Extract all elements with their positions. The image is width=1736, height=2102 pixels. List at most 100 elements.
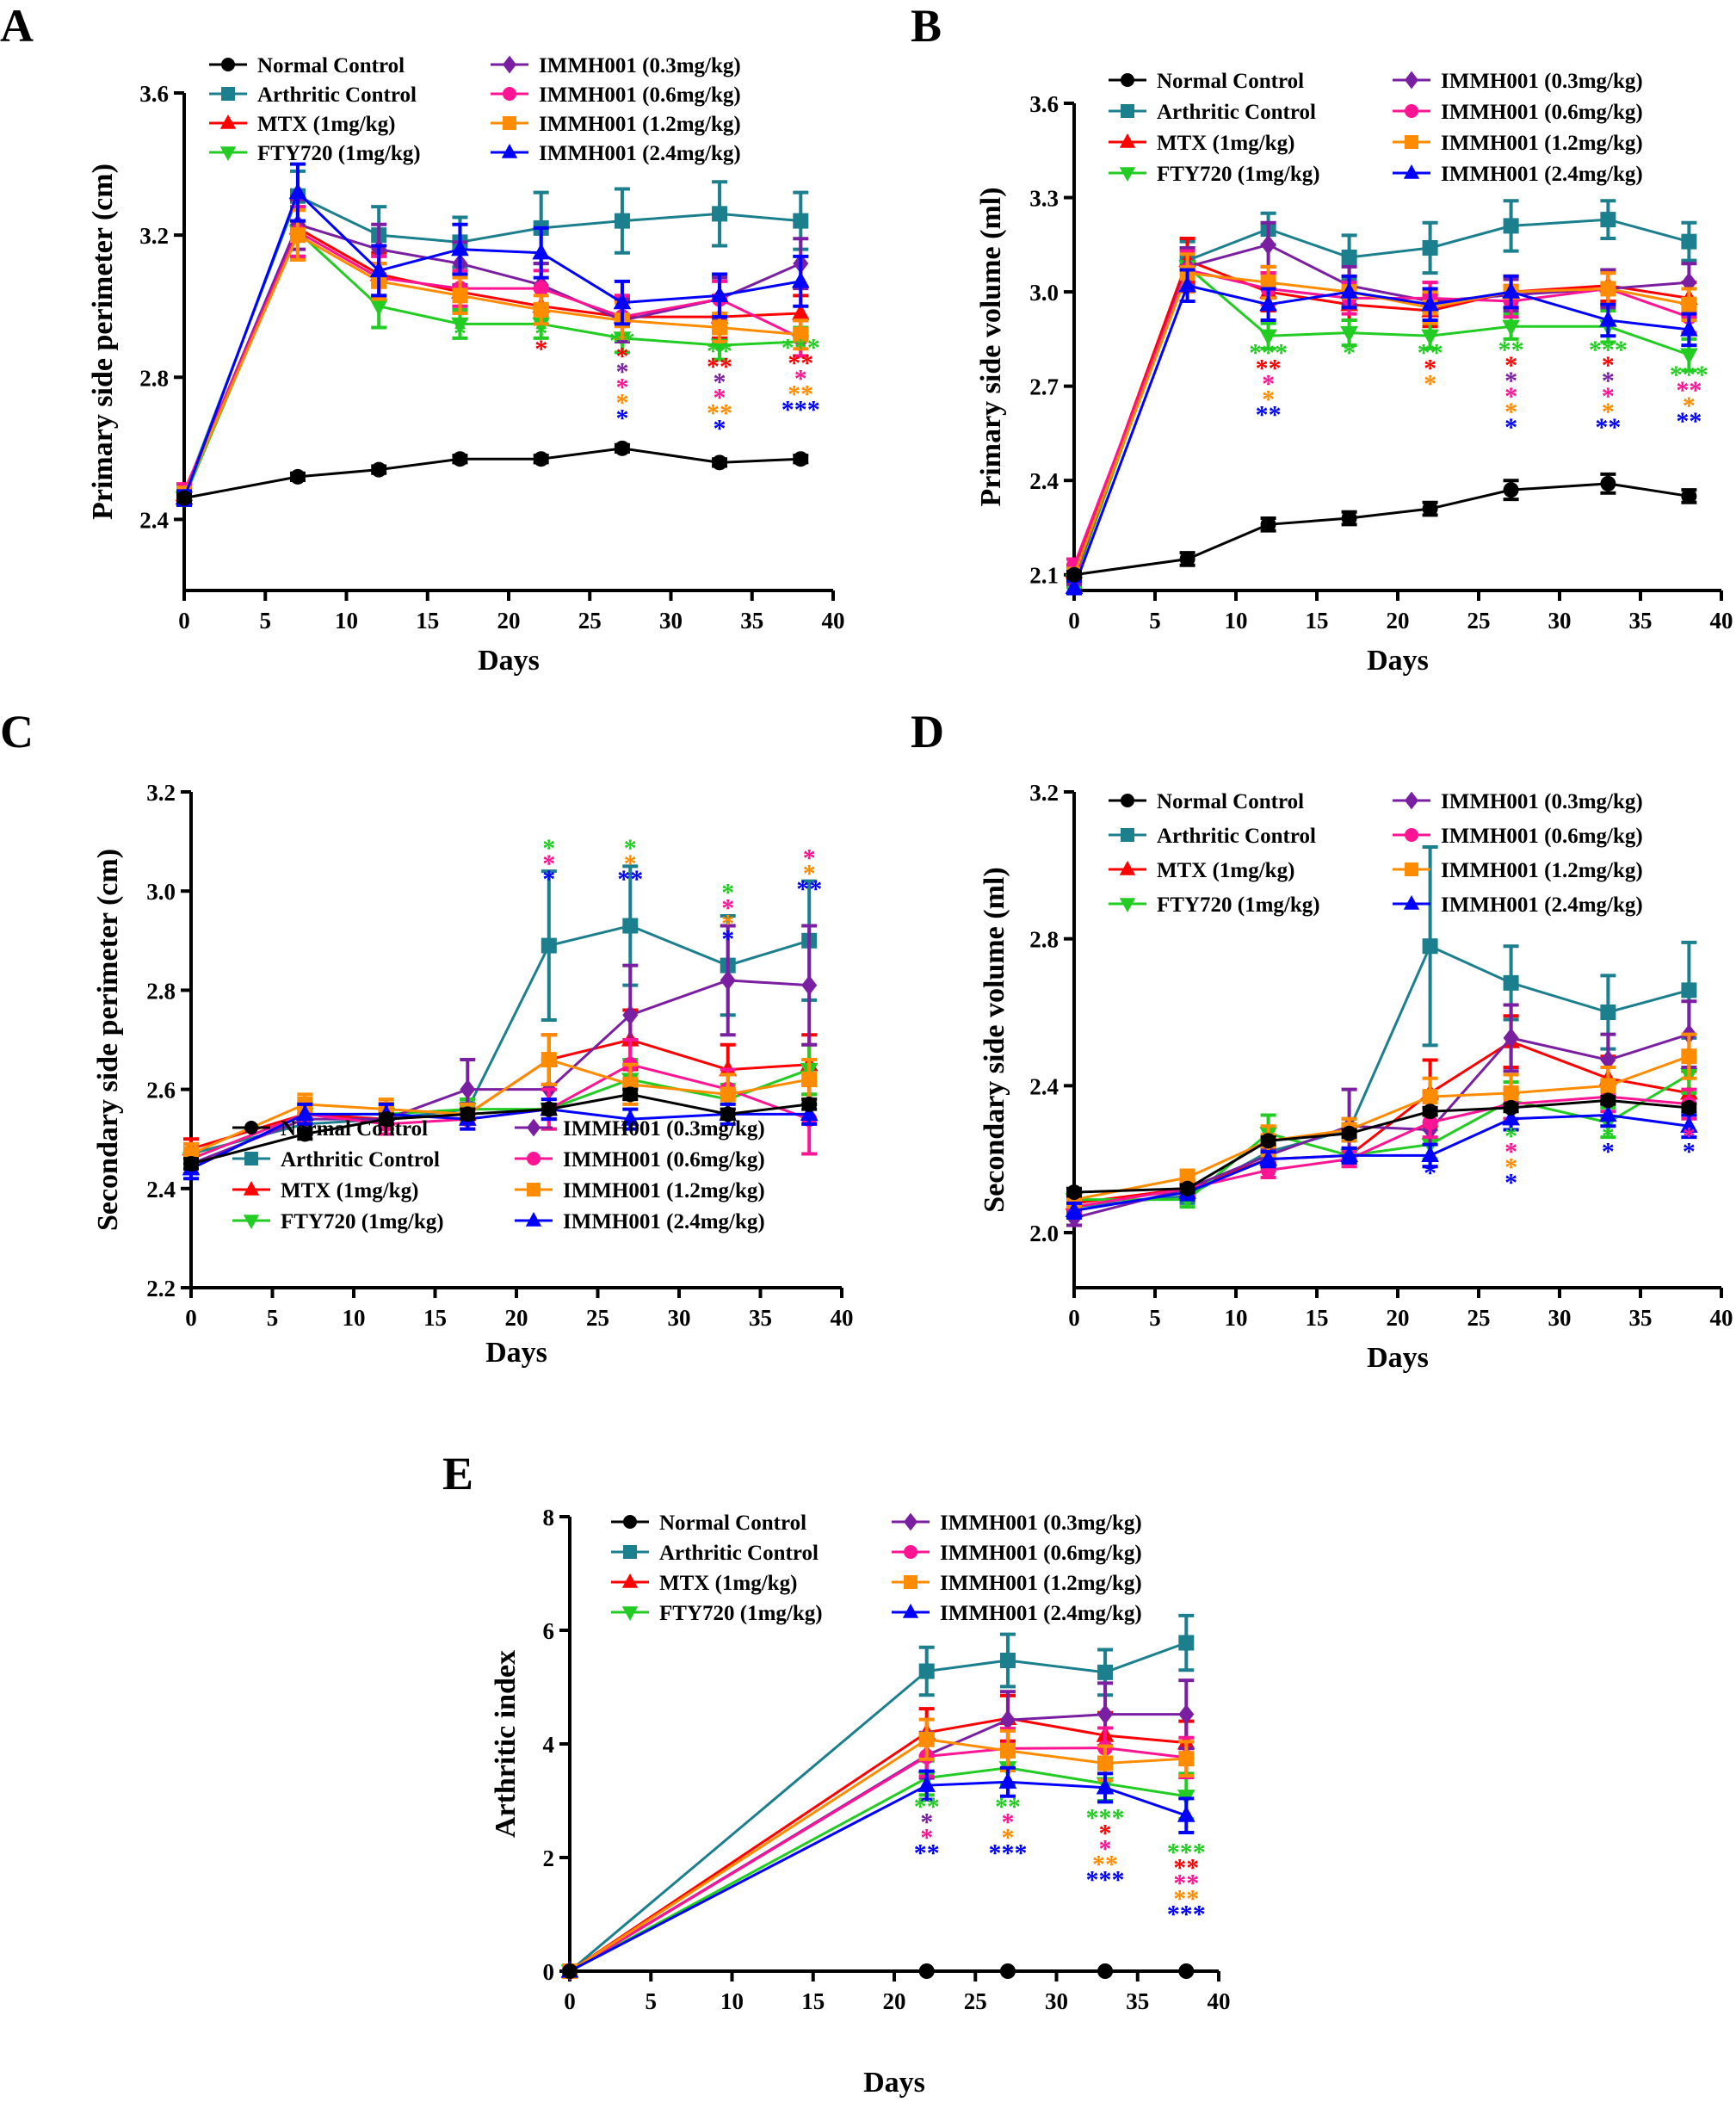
- panel-b-significance-label: **: [1595, 413, 1621, 442]
- panel-e-y-tick-label: 6: [543, 1618, 555, 1644]
- panel-d-significance-label: *: [1683, 1122, 1696, 1151]
- panel-d-x-tick-label: 0: [1068, 1305, 1080, 1331]
- panel-e-y-axis-title: Arthritic index: [490, 1650, 522, 1838]
- panel-b-series-fty720-1mg-kg-point: [1340, 325, 1358, 343]
- panel-c-legend-arthritic-control-label: Arthritic Control: [281, 1148, 440, 1172]
- panel-d-series-immh001-1-2mg-kg-point: [1503, 1085, 1519, 1101]
- panel-b-series-fty720-1mg-kg-point: [1421, 329, 1439, 346]
- panel-b-series-normal-control-point: [1681, 488, 1697, 504]
- panel-b-series-arthritic-control-point: [1503, 218, 1519, 234]
- panel-b-legend-immh001-0-6mg-kg-label: IMMH001 (0.6mg/kg): [1441, 101, 1643, 124]
- panel-e-series-immh001-0-3mg-kg-point: [1097, 1703, 1114, 1725]
- panel-b-series-arthritic-control-point: [1341, 249, 1357, 265]
- panel-a-series-normal-control-point: [371, 461, 387, 478]
- panel-e-significance-label: *: [920, 1824, 933, 1852]
- panel-e-significance-label: ***: [988, 1839, 1027, 1868]
- panel-a-series-immh001-2-4mg-kg-point: [288, 182, 307, 200]
- panel-e-legend-arthritic-control-label: Arthritic Control: [659, 1542, 819, 1565]
- panel-b-series-fty720-1mg-kg-point: [1680, 348, 1698, 365]
- panel-d-series-immh001-1-2mg-kg-point: [1681, 1048, 1697, 1065]
- panel-b-series-normal-control-line: [1073, 482, 1690, 577]
- panel-d-series-immh001-2-4mg-kg-point: [1340, 1146, 1358, 1163]
- panel-b-series-normal-control-point: [1422, 501, 1438, 517]
- panel-a-x-tick-label: 20: [497, 608, 521, 634]
- panel-b-legend-mtx-1mg-kg-marker: [1119, 133, 1136, 148]
- panel-a-series-immh001-2-4mg-kg-point: [532, 243, 551, 260]
- panel-c-legend-fty720-1mg-kg-marker: [243, 1215, 260, 1229]
- panel-b-significance-label: *: [1504, 413, 1517, 442]
- panel-e-series-normal-control-point: [1178, 1963, 1195, 1979]
- panel-a-significance-label: **: [788, 349, 813, 378]
- panel-c-x-tick-label: 30: [668, 1305, 691, 1331]
- panel-e-x-tick-label: 20: [883, 1988, 906, 2014]
- panel-a-series-immh001-1-2mg-kg-point: [793, 326, 809, 343]
- panel-a-x-tick-label: 15: [416, 608, 439, 634]
- panel-c-y-tick-label: 2.4: [146, 1177, 176, 1202]
- panel-e-legend-immh001-2-4mg-kg-label: IMMH001 (2.4mg/kg): [940, 1602, 1142, 1625]
- panel-a-y-axis-title: Primary side perimeter (cm): [87, 164, 119, 520]
- panel-b-series-immh001-2-4mg-kg-point: [1259, 294, 1277, 312]
- panel-d-series-immh001-2-4mg-kg-point: [1421, 1146, 1439, 1163]
- panel-b-significance-label: **: [1256, 400, 1282, 429]
- panel-a-series-fty720-1mg-kg-point: [369, 300, 388, 316]
- panel-a-significance-label: *: [534, 319, 547, 348]
- panel-b-legend-arthritic-control-marker: [1121, 104, 1134, 118]
- panel-e-legend-normal-control-label: Normal Control: [659, 1512, 806, 1535]
- panel-a-series-immh001-1-2mg-kg-point: [452, 287, 468, 304]
- panel-e-x-tick-label: 15: [801, 1988, 825, 2014]
- panel-a-series-arthritic-control-point: [793, 213, 809, 229]
- panel-e-series-immh001-1-2mg-kg-point: [918, 1731, 935, 1747]
- panel-d-series-normal-control-point: [1341, 1125, 1357, 1141]
- panel-b-x-tick-label: 25: [1467, 608, 1491, 634]
- panel-e-x-tick-label: 40: [1208, 1988, 1231, 2014]
- panel-e-y-tick-label: 2: [543, 1845, 555, 1871]
- panel-e-significance-label: *: [1001, 1824, 1014, 1852]
- panel-a-significance-label: **: [707, 399, 732, 428]
- panel-c-significance-label: *: [624, 850, 637, 878]
- panel-b-series-immh001-1-2mg-kg-point: [1681, 296, 1697, 312]
- panel-c-y-tick-label: 3.0: [146, 879, 176, 905]
- panel-e-x-tick-label: 35: [1126, 1988, 1149, 2014]
- panel-d-x-tick-label: 40: [1710, 1305, 1733, 1331]
- panel-e-series-immh001-1-2mg-kg-point: [999, 1742, 1016, 1759]
- panel-e-series-arthritic-control-point: [918, 1663, 935, 1679]
- panel-a-significance-label: ***: [782, 334, 820, 362]
- panel-d-series-arthritic-control-point: [1503, 974, 1519, 991]
- panel-c-legend-immh001-0-3mg-kg-label: IMMH001 (0.3mg/kg): [563, 1117, 765, 1141]
- panel-c-letter: C: [0, 706, 34, 757]
- panel-d-series-normal-control-line: [1073, 1098, 1690, 1194]
- panel-c-significance-label: *: [542, 834, 555, 862]
- panel-b-x-tick-label: 5: [1149, 608, 1161, 634]
- panel-e-series-normal-control: [562, 1963, 1195, 1979]
- panel-b-series-arthritic-control-point: [1600, 212, 1616, 228]
- panel-c-legend-mtx-1mg-kg-marker: [243, 1181, 260, 1196]
- panel-b-x-tick-label: 10: [1225, 608, 1248, 634]
- panel-e-x-axis-title: Days: [863, 2067, 925, 2099]
- panel-b-x-tick-label: 15: [1306, 608, 1329, 634]
- panel-d-x-tick-label: 35: [1629, 1305, 1653, 1331]
- panel-a-series-mtx-1mg-kg-line: [182, 226, 801, 496]
- panel-b-series-fty720-1mg-kg-point: [1502, 319, 1520, 337]
- panel-e-legend-immh001-0-3mg-kg-label: IMMH001 (0.3mg/kg): [940, 1512, 1142, 1535]
- panel-b-significance-label: *: [1602, 351, 1615, 380]
- panel-a-series-immh001-2-4mg-kg-point: [451, 239, 469, 257]
- panel-b-series-immh001-1-2mg-kg-point: [1600, 281, 1616, 297]
- panel-e-series-normal-control-point: [1097, 1963, 1114, 1979]
- panel-c-legend-mtx-1mg-kg-label: MTX (1mg/kg): [281, 1179, 418, 1202]
- panel-b-y-axis-title: Primary side volume (ml): [975, 187, 1007, 506]
- panel-a-series-immh001-0-6mg-kg-line: [182, 229, 801, 492]
- panel-d-x-tick-label: 5: [1149, 1305, 1161, 1331]
- panel-b-x-tick-label: 35: [1629, 608, 1653, 634]
- panel-c-legend-immh001-1-2mg-kg-label: IMMH001 (1.2mg/kg): [563, 1179, 765, 1202]
- panel-b-legend: Normal Control Arthritic Control MTX (1mg/…: [1109, 70, 1643, 186]
- panel-a-series-immh001-1-2mg-kg-point: [533, 301, 549, 318]
- panel-a-series-immh001-1-2mg-kg-line: [182, 233, 801, 496]
- panel-e-legend-immh001-0-6mg-kg-label: IMMH001 (0.6mg/kg): [940, 1542, 1142, 1565]
- panel-a-x-tick-label: 5: [260, 608, 272, 634]
- panel-c-significance-label: *: [721, 910, 734, 938]
- panel-e-x-tick-label: 10: [720, 1988, 744, 2014]
- panel-d-series-immh001-1-2mg-kg-point: [1422, 1089, 1438, 1105]
- panel-b-significance-label: *: [1424, 354, 1436, 382]
- panel-a-series-immh001-0-6mg-kg-point: [533, 281, 549, 297]
- panel-d-series-normal-control-point: [1600, 1092, 1616, 1109]
